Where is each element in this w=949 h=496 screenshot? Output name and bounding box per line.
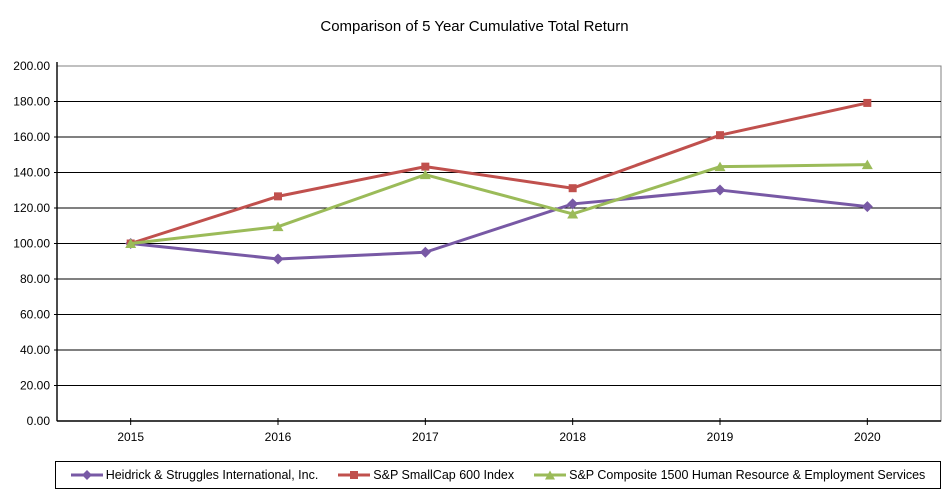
data-point-marker-diamond: [419, 246, 431, 258]
y-axis-label: 140.00: [13, 166, 50, 180]
legend-label: S&P SmallCap 600 Index: [373, 468, 515, 482]
data-point-marker-square: [274, 192, 282, 201]
x-axis-label: 2019: [707, 430, 734, 444]
legend: Heidrick & Struggles International, Inc.…: [55, 461, 941, 489]
y-axis-label: 200.00: [13, 59, 50, 73]
data-point-marker-square: [568, 184, 577, 193]
legend-marker-diamond-icon: [70, 470, 103, 480]
plot-area: 0.00 20.00 40.00 60.00 80.00 100.00 120.00 140.…: [13, 59, 942, 444]
y-axis-label: 180.00: [13, 95, 50, 109]
y-axis-label: 80.00: [20, 272, 50, 286]
x-axis-label: 2020: [854, 430, 881, 444]
data-point-marker-square: [863, 98, 872, 107]
data-point-marker-diamond: [714, 184, 726, 196]
legend-entry: Heidrick & Struggles International, Inc.: [70, 468, 319, 482]
y-axis-label: 160.00: [13, 130, 50, 144]
legend-entry: S&P Composite 1500 Human Resource & Empl…: [534, 468, 925, 482]
y-axis-label: 40.00: [20, 343, 50, 357]
y-axis-label: 0.00: [27, 414, 51, 428]
x-axis-label: 2016: [265, 430, 292, 444]
data-point-marker-triangle: [861, 159, 873, 170]
data-point-marker-triangle: [125, 238, 137, 248]
legend-entry: S&P SmallCap 600 Index: [338, 468, 514, 482]
x-axis-label: 2017: [412, 430, 439, 444]
series-line: [130, 163, 868, 245]
data-point-marker-triangle: [567, 208, 579, 219]
series-line: [130, 188, 868, 261]
data-point-marker-square: [716, 131, 724, 140]
data-point-marker-diamond: [861, 201, 873, 213]
legend-marker-triangle-icon: [534, 470, 567, 480]
legend-label: Heidrick & Struggles International, Inc.: [105, 468, 319, 482]
data-point-marker-triangle: [714, 161, 726, 172]
data-point-marker-diamond: [567, 198, 579, 210]
y-axis-label: 120.00: [13, 201, 50, 215]
data-point-marker-triangle: [419, 169, 431, 180]
y-axis-label: 60.00: [20, 308, 50, 322]
data-point-marker-square: [421, 162, 430, 171]
y-axis-label: 20.00: [20, 379, 50, 393]
legend-label: S&P Composite 1500 Human Resource & Empl…: [569, 468, 926, 482]
x-axis-label: 2018: [559, 430, 586, 444]
data-point-marker-diamond: [272, 253, 284, 265]
legend-marker-square-icon: [338, 471, 371, 479]
series-line: [130, 101, 868, 245]
chart-title: Comparison of 5 Year Cumulative Total Re…: [320, 18, 629, 35]
data-point-marker-triangle: [272, 221, 284, 232]
x-axis-label: 2015: [117, 430, 144, 444]
y-axis-label: 100.00: [13, 237, 50, 251]
